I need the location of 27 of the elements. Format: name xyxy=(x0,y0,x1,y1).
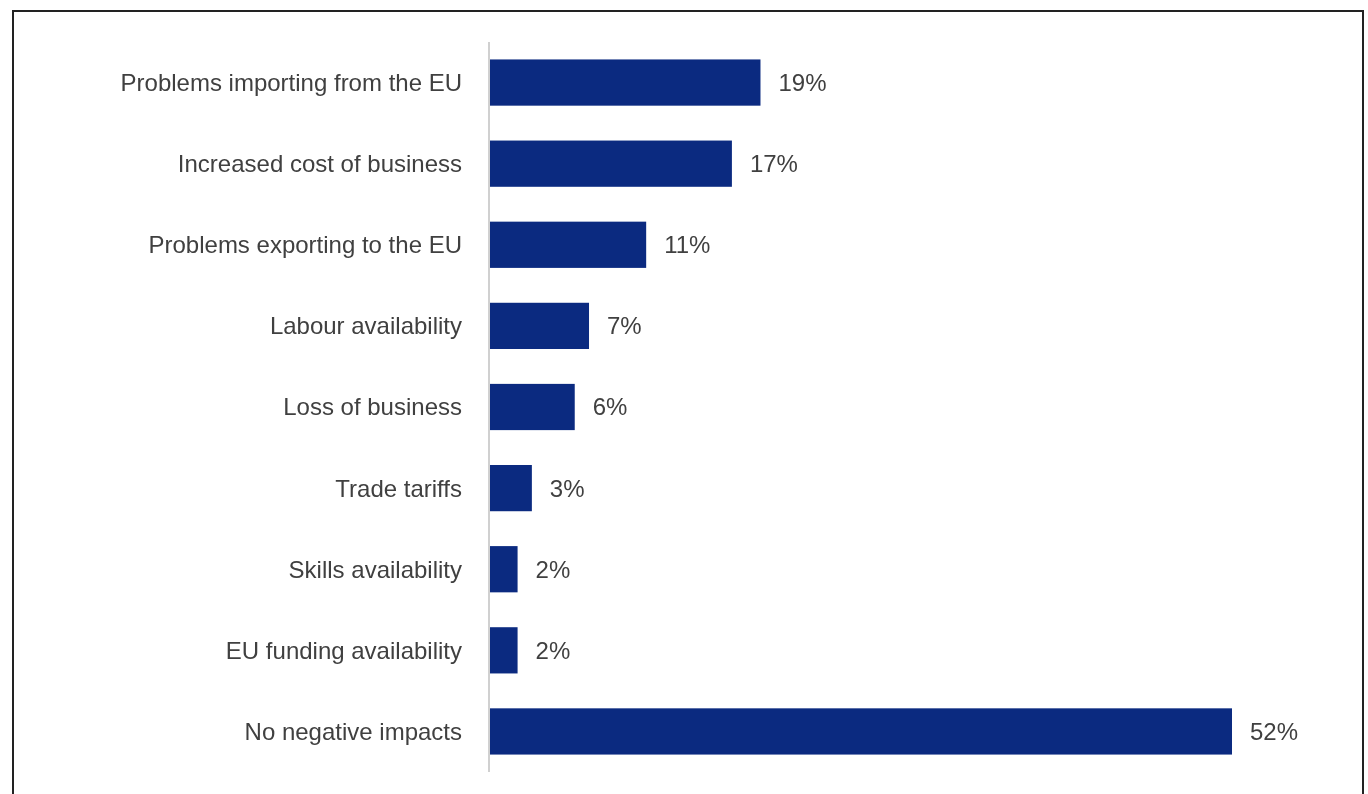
data-label: 2% xyxy=(535,555,571,583)
y-tick-label: Problems exporting to the EU xyxy=(148,231,462,259)
bar xyxy=(489,140,732,187)
data-label: 19% xyxy=(778,68,827,96)
bar xyxy=(489,302,590,350)
data-label: 52% xyxy=(1250,717,1299,745)
data-label: 2% xyxy=(535,636,571,664)
y-tick-label: No negative impacts xyxy=(244,717,462,745)
bar xyxy=(489,627,518,674)
data-label: 17% xyxy=(749,150,798,178)
bar xyxy=(489,59,761,106)
y-tick-label: EU funding availability xyxy=(225,636,462,664)
y-tick-label: Trade tariffs xyxy=(335,474,462,502)
y-tick-label: Loss of business xyxy=(283,393,462,421)
bar xyxy=(489,383,575,431)
bar xyxy=(489,221,647,268)
data-label: 3% xyxy=(549,474,585,502)
y-tick-label: Labour availability xyxy=(269,312,462,340)
y-tick-label: Skills availability xyxy=(288,555,462,583)
y-tick-label: Increased cost of business xyxy=(177,150,462,178)
bar xyxy=(489,708,1232,755)
data-label: 6% xyxy=(592,393,628,421)
data-label: 7% xyxy=(607,312,642,340)
bar xyxy=(489,546,518,593)
data-label: 11% xyxy=(664,231,711,259)
bar xyxy=(489,464,532,512)
y-tick-label: Problems importing from the EU xyxy=(120,68,462,96)
